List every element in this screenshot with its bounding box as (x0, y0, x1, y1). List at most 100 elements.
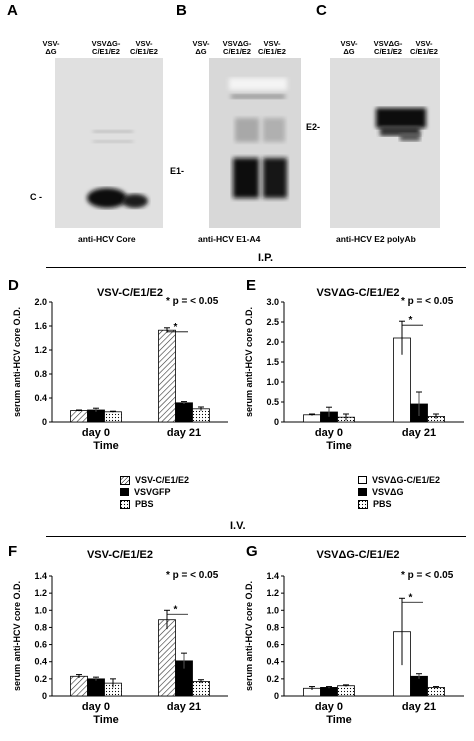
y-axis-label: serum anti-HCV core O.D. (12, 307, 22, 417)
y-tick-label: 1.4 (266, 571, 279, 581)
legend-swatch-black (120, 488, 129, 496)
y-tick-label: 2.0 (266, 337, 279, 347)
x-tick-label: day 0 (315, 701, 343, 713)
blot-b-lane-3: VSV- C/E1/E2 (258, 39, 286, 56)
y-tick-label: 0.4 (34, 393, 47, 403)
blot-a-marker: C - (30, 192, 42, 202)
bar (192, 681, 210, 697)
y-tick-label: 0.8 (34, 622, 47, 632)
bar (303, 414, 321, 423)
blot-a-caption: anti-HCV Core (78, 234, 136, 244)
blot-c-lane-3: VSV- C/E1/E2 (410, 39, 438, 56)
legend-swatch-dotted (120, 499, 130, 509)
chart-title: VSVΔG-C/E1/E2 (316, 549, 399, 561)
y-tick-label: 1.2 (34, 345, 47, 355)
panel-letter-c: C (316, 2, 327, 19)
significance-star: * (174, 604, 178, 615)
legend-item: VSVGFP (120, 486, 189, 498)
y-tick-label: 1.2 (266, 588, 279, 598)
legend-item: PBS (358, 498, 440, 510)
y-tick-label: 0 (42, 417, 47, 427)
x-axis-label: Time (93, 714, 118, 726)
bar (104, 411, 122, 423)
y-axis-label: serum anti-HCV core O.D. (244, 581, 254, 691)
y-tick-label: 0.2 (34, 674, 47, 684)
bar (320, 687, 338, 697)
bar (337, 685, 355, 697)
y-tick-label: 0.4 (34, 657, 47, 667)
chart-panel-d: D VSV-C/E1/E2 0 0.4 0.8 1.2 1.6 2.0 serum anti-H… (8, 277, 228, 452)
chart-title: VSV-C/E1/E2 (87, 549, 153, 561)
legend-ip-right: VSVΔG-C/E1/E2 VSVΔG PBS (358, 474, 440, 510)
significance-annotation: * p = < 0.05 (166, 570, 219, 581)
panel-letter-b: B (176, 2, 187, 19)
y-tick-label: 0.5 (266, 397, 279, 407)
legend-item: PBS (120, 498, 189, 510)
y-tick-label: 1.6 (34, 321, 47, 331)
blot-a-lane-2: VSVΔG- C/E1/E2 (91, 39, 121, 56)
legend-item: VSVΔG (358, 486, 440, 498)
legend-swatch-white (358, 476, 367, 484)
blot-a-image (55, 58, 163, 228)
bar (410, 675, 428, 697)
legend-item: VSV-C/E1/E2 (120, 474, 189, 486)
y-tick-label: 0.8 (266, 622, 279, 632)
significance-star: * (409, 315, 413, 326)
legend-label: PBS (135, 499, 154, 509)
y-tick-label: 1.0 (266, 377, 279, 387)
blot-b-lane-2: VSVΔG- C/E1/E2 (222, 39, 252, 56)
blot-a-lane-3: VSV- C/E1/E2 (130, 39, 158, 56)
chart-panel-e: E VSVΔG-C/E1/E2 0 0.5 1.0 1.5 2.0 2.5 3.0 serum a… (244, 277, 464, 452)
section-rule-iv (46, 536, 466, 537)
significance-annotation: * p = < 0.05 (166, 296, 219, 307)
y-tick-label: 0.6 (34, 640, 47, 650)
blot-c-lane-1: VSV- ΔG (340, 39, 358, 56)
bar (158, 329, 176, 423)
y-tick-label: 0.2 (266, 674, 279, 684)
section-title-iv: I.V. (230, 520, 246, 532)
panel-letter-d: D (8, 277, 19, 294)
legend-label: VSVΔG (372, 487, 404, 497)
x-tick-label: day 21 (402, 427, 436, 439)
chart-panel-g: G VSVΔG-C/E1/E2 0 0.2 0.4 0.6 0.8 1.0 1.2 1.4 seru… (244, 543, 464, 726)
y-axis-label: serum anti-HCV core O.D. (12, 581, 22, 691)
section-title-ip: I.P. (258, 252, 274, 264)
legend-label: VSVΔG-C/E1/E2 (372, 475, 440, 485)
y-tick-label: 0.8 (34, 369, 47, 379)
significance-annotation: * p = < 0.05 (401, 296, 454, 307)
panel-letter-a: A (7, 2, 18, 19)
y-tick-label: 3.0 (266, 297, 279, 307)
legend-swatch-hatched (120, 475, 130, 485)
significance-star: * (174, 322, 178, 333)
x-tick-label: day 21 (167, 427, 201, 439)
significance-annotation: * p = < 0.05 (401, 570, 454, 581)
bar (70, 410, 88, 423)
y-tick-label: 1.5 (266, 357, 279, 367)
blot-b-lane-1: VSV- ΔG (192, 39, 210, 56)
y-tick-label: 2.5 (266, 317, 279, 327)
legend-swatch-black (358, 488, 367, 496)
blot-c-marker: E2- (306, 122, 321, 132)
y-tick-label: 0.6 (266, 640, 279, 650)
chart-panel-f: F VSV-C/E1/E2 0 0.2 0.4 0.6 0.8 1.0 1.2 1.4 serum … (8, 543, 228, 726)
y-tick-label: 0 (274, 417, 279, 427)
blot-c-caption: anti-HCV E2 polyAb (336, 234, 416, 244)
legend-label: PBS (373, 499, 392, 509)
blot-c-image (330, 58, 440, 228)
section-rule-ip (46, 267, 466, 268)
panel-letter-g: G (246, 543, 258, 560)
y-tick-label: 1.4 (34, 571, 47, 581)
x-tick-label: day 21 (167, 701, 201, 713)
panel-letter-f: F (8, 543, 17, 560)
x-tick-label: day 0 (82, 427, 110, 439)
bar (158, 619, 176, 697)
y-tick-label: 0.4 (266, 657, 279, 667)
chart-title: VSVΔG-C/E1/E2 (316, 287, 399, 299)
bar (70, 675, 88, 697)
bar (192, 408, 210, 423)
y-tick-label: 1.2 (34, 588, 47, 598)
legend-item: VSVΔG-C/E1/E2 (358, 474, 440, 486)
x-tick-label: day 0 (315, 427, 343, 439)
chart-title: VSV-C/E1/E2 (97, 287, 163, 299)
blot-b-image (209, 58, 301, 228)
